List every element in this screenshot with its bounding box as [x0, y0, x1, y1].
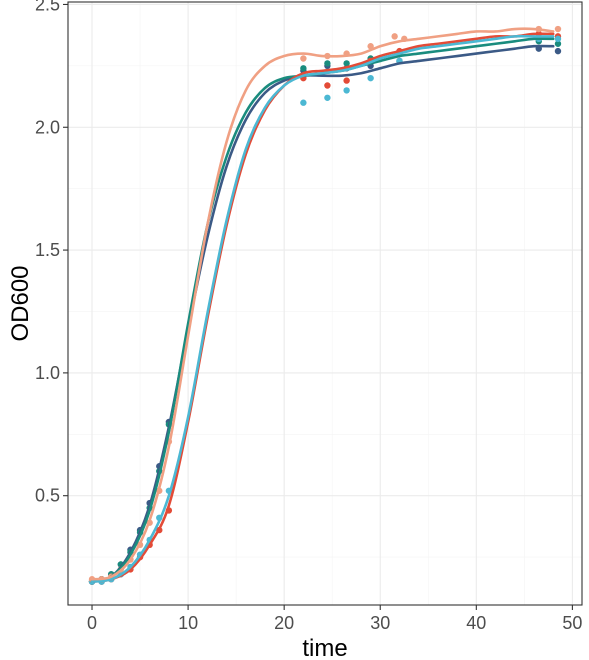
y-tick-label: 1.5: [35, 240, 60, 260]
data-point-series-5: [367, 43, 374, 50]
fitted-curves: [90, 27, 555, 583]
y-tick-label: 2.5: [35, 0, 60, 14]
data-point-series-1: [554, 47, 562, 55]
y-axis-title: OD600: [7, 265, 34, 341]
fit-curve-series-2: [90, 37, 555, 583]
x-tick-label: 20: [274, 613, 294, 633]
fit-curve-series-5: [90, 27, 555, 581]
y-tick-label: 2.0: [35, 117, 60, 137]
data-point-series-4: [554, 35, 562, 43]
data-point-series-5: [300, 55, 307, 62]
data-point-series-5: [391, 33, 398, 40]
fit-curve-series-1: [90, 44, 555, 583]
y-tick-label: 1.0: [35, 363, 60, 383]
x-tick-label: 30: [370, 613, 390, 633]
data-point-series-2: [324, 60, 331, 67]
data-point-series-5: [554, 25, 562, 33]
data-point-series-4: [367, 74, 374, 82]
data-point-series-4: [343, 87, 350, 94]
x-tick-label: 0: [87, 613, 97, 633]
x-axis-title: time: [302, 635, 347, 660]
data-point-series-2: [343, 60, 350, 67]
plot-panel-border: [67, 1, 583, 606]
major-gridlines: [68, 2, 582, 605]
axis-ticks: 0 10 20 30 40 50 0.5 1.0 1.5 2.0 2.5: [35, 0, 582, 633]
data-point-series-3: [343, 77, 350, 84]
x-tick-label: 50: [562, 613, 582, 633]
data-point-series-3: [324, 82, 331, 89]
data-point-series-4: [324, 94, 331, 101]
data-point-series-2: [300, 65, 307, 72]
data-points: [88, 25, 562, 585]
minor-gridlines: [68, 2, 582, 605]
x-tick-label: 10: [178, 613, 198, 633]
y-tick-label: 0.5: [35, 486, 60, 506]
fit-curve-series-3: [90, 32, 555, 583]
data-point-series-2: [554, 40, 562, 47]
data-point-series-4: [300, 99, 307, 106]
fit-curve-series-4: [90, 34, 555, 583]
x-tick-label: 40: [466, 613, 486, 633]
